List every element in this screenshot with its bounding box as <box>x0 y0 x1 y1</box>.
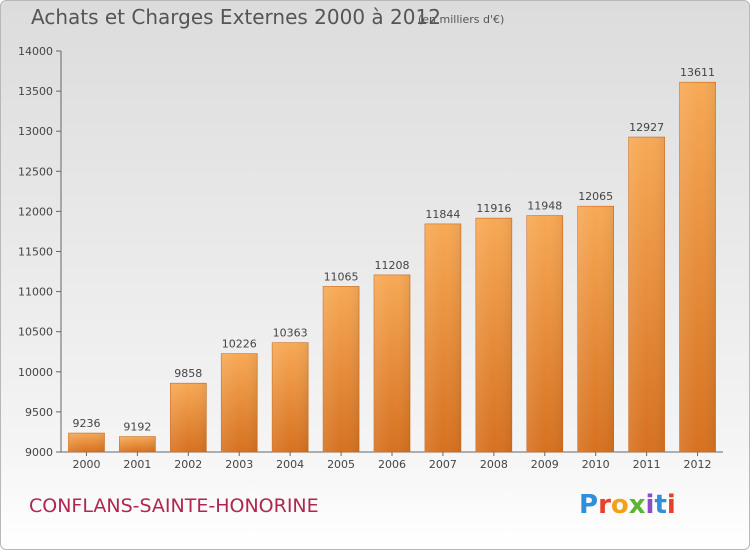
y-tick-label: 13000 <box>18 125 53 138</box>
x-tick-label: 2006 <box>378 458 406 471</box>
x-tick-label: 2008 <box>480 458 508 471</box>
y-tick-label: 11000 <box>18 286 53 299</box>
bar-shade <box>272 342 309 452</box>
bar-shade <box>628 137 665 452</box>
x-tick-label: 2012 <box>684 458 712 471</box>
brand-letter: t <box>654 490 667 520</box>
y-tick-label: 14000 <box>18 45 53 58</box>
chart-labels: 9236 2000 9192 2001 9858 2002 10226 2003 10363 20… <box>72 66 715 471</box>
brand-letter: i <box>645 490 655 520</box>
brand-letter: r <box>598 490 611 520</box>
bar-value-label: 10363 <box>273 327 308 340</box>
brand-letter: x <box>628 490 646 520</box>
bar-shade <box>221 353 258 452</box>
brand-letter: o <box>610 490 629 520</box>
bar-shade <box>119 436 156 452</box>
y-tick-label: 12500 <box>18 165 53 178</box>
x-tick-label: 2002 <box>174 458 202 471</box>
bar-shade <box>68 433 105 452</box>
bar-value-label: 11948 <box>527 200 562 213</box>
proxiti-logo[interactable]: Proxiti <box>579 490 676 520</box>
bar-shade <box>170 383 207 452</box>
bar-value-label: 11065 <box>324 270 359 283</box>
brand-letter: i <box>666 490 676 520</box>
y-tick-label: 13500 <box>18 85 53 98</box>
y-tick-label: 9500 <box>25 406 53 419</box>
x-tick-label: 2010 <box>582 458 610 471</box>
y-tick-label: 9000 <box>25 446 53 459</box>
x-tick-label: 2000 <box>72 458 100 471</box>
y-tick-label: 12000 <box>18 205 53 218</box>
x-tick-label: 2009 <box>531 458 559 471</box>
x-tick-label: 2005 <box>327 458 355 471</box>
bar-shade <box>323 286 360 452</box>
chart-bars <box>68 81 716 453</box>
city-name: CONFLANS-SAINTE-HONORINE <box>29 495 319 517</box>
x-tick-label: 2001 <box>123 458 151 471</box>
y-tick-label: 11500 <box>18 246 53 259</box>
chart-title: Achats et Charges Externes 2000 à 2012 <box>31 5 441 29</box>
y-tick-label: 10000 <box>18 366 53 379</box>
x-tick-label: 2007 <box>429 458 457 471</box>
y-tick-label: 10500 <box>18 326 53 339</box>
chart-units: (en milliers d'€) <box>418 13 505 26</box>
chart-axes: 9000 9500 10000 10500 11000 11500 12000 12500 13… <box>18 45 723 459</box>
bar-shade <box>577 206 614 452</box>
bar-value-label: 13611 <box>680 66 715 79</box>
bar-shade <box>526 215 563 452</box>
bar-shade <box>475 218 512 452</box>
brand-letter: P <box>579 490 599 520</box>
x-tick-label: 2003 <box>225 458 253 471</box>
bar-value-label: 9858 <box>174 367 202 380</box>
bar-value-label: 11844 <box>425 208 460 221</box>
bar-value-label: 12065 <box>578 190 613 203</box>
bar-shade <box>424 223 461 452</box>
bar-value-label: 9236 <box>72 417 100 430</box>
bar-shade <box>679 82 716 452</box>
bar-shade <box>374 274 410 452</box>
bar-value-label: 9192 <box>123 421 151 434</box>
bar-value-label: 10226 <box>222 338 257 351</box>
x-tick-label: 2004 <box>276 458 304 471</box>
bar-value-label: 11916 <box>476 202 511 215</box>
x-tick-label: 2011 <box>633 458 661 471</box>
bar-value-label: 12927 <box>629 121 664 134</box>
bar-value-label: 11208 <box>375 259 410 272</box>
